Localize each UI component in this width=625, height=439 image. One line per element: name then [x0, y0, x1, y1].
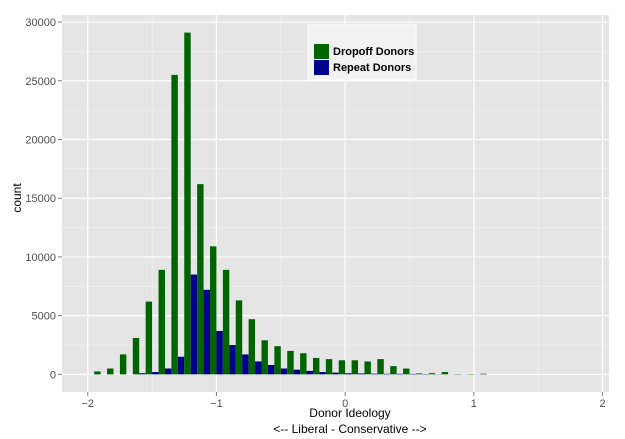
x-axis-ticks: −2 −1 0 1 2 [81, 392, 606, 410]
bar-repeat [190, 274, 198, 375]
x-tick-label: 0 [342, 398, 348, 410]
y-tick-label: 15000 [25, 193, 56, 205]
y-axis-ticks: 0 5000 10000 15000 20000 25000 30000 [25, 17, 62, 381]
bar-dropoff [158, 269, 165, 375]
bar-repeat [139, 373, 146, 375]
bar-dropoff [197, 184, 204, 375]
y-tick-label: 5000 [32, 311, 56, 323]
bar-repeat [177, 356, 185, 375]
x-axis-title: Donor Ideology [309, 406, 390, 420]
bar-dropoff [351, 360, 359, 375]
bar-dropoff [441, 372, 449, 375]
y-tick-label: 20000 [25, 134, 56, 146]
y-tick-label: 25000 [25, 76, 56, 88]
bar-dropoff [107, 368, 114, 375]
bar-dropoff [403, 368, 410, 375]
bar-dropoff [184, 32, 191, 375]
bar-repeat [396, 373, 404, 375]
bar-repeat [267, 364, 275, 375]
x-tick-label: 1 [471, 398, 477, 410]
bar-repeat [358, 373, 365, 375]
x-axis-subtitle: <-- Liberal - Conservative --> [273, 422, 426, 436]
bar-repeat [345, 373, 352, 375]
bar-dropoff [261, 340, 268, 375]
bar-dropoff [364, 361, 371, 375]
bar-dropoff [119, 354, 127, 375]
bars-layer [94, 32, 487, 375]
bar-repeat [332, 372, 339, 375]
bar-repeat [203, 289, 211, 375]
bar-dropoff [210, 246, 217, 375]
legend-key-repeat [314, 60, 329, 75]
bar-dropoff [287, 350, 294, 375]
x-tick-label: −1 [210, 398, 223, 410]
x-tick-label: −2 [81, 398, 94, 410]
bar-dropoff [428, 373, 436, 375]
bar-dropoff [94, 371, 101, 375]
bar-dropoff [132, 337, 140, 375]
y-tick-label: 30000 [25, 17, 56, 29]
bar-dropoff [274, 346, 281, 375]
bar-repeat [306, 370, 313, 375]
bar-dropoff [480, 373, 487, 375]
legend: Dropoff Donors Repeat Donors [307, 24, 417, 81]
bar-dropoff [377, 359, 384, 375]
bar-dropoff [248, 319, 256, 375]
bar-repeat [280, 368, 288, 375]
bar-repeat [319, 372, 326, 375]
y-axis-title: count [10, 183, 24, 213]
bar-repeat [383, 373, 391, 375]
bar-repeat [242, 354, 249, 375]
bar-repeat [370, 373, 378, 375]
bar-dropoff [338, 360, 346, 375]
bar-dropoff [415, 373, 423, 375]
bar-dropoff [222, 269, 230, 375]
bar-dropoff [390, 366, 397, 375]
bar-repeat [164, 368, 172, 375]
bar-dropoff [312, 357, 320, 375]
bar-dropoff [235, 300, 243, 375]
y-tick-label: 10000 [25, 252, 56, 264]
bar-dropoff [171, 74, 178, 375]
bar-repeat [293, 369, 301, 375]
y-tick-label: 0 [50, 369, 56, 381]
bar-repeat [255, 361, 262, 375]
legend-label-dropoff: Dropoff Donors [333, 46, 414, 58]
bar-repeat [216, 330, 223, 375]
bar-dropoff [300, 353, 307, 375]
legend-key-dropoff [314, 44, 329, 59]
legend-label-repeat: Repeat Donors [333, 62, 411, 74]
x-tick-label: 2 [600, 398, 606, 410]
bar-repeat [229, 345, 236, 375]
bar-dropoff [145, 301, 153, 375]
bar-repeat [152, 372, 159, 375]
bar-dropoff [325, 359, 333, 375]
